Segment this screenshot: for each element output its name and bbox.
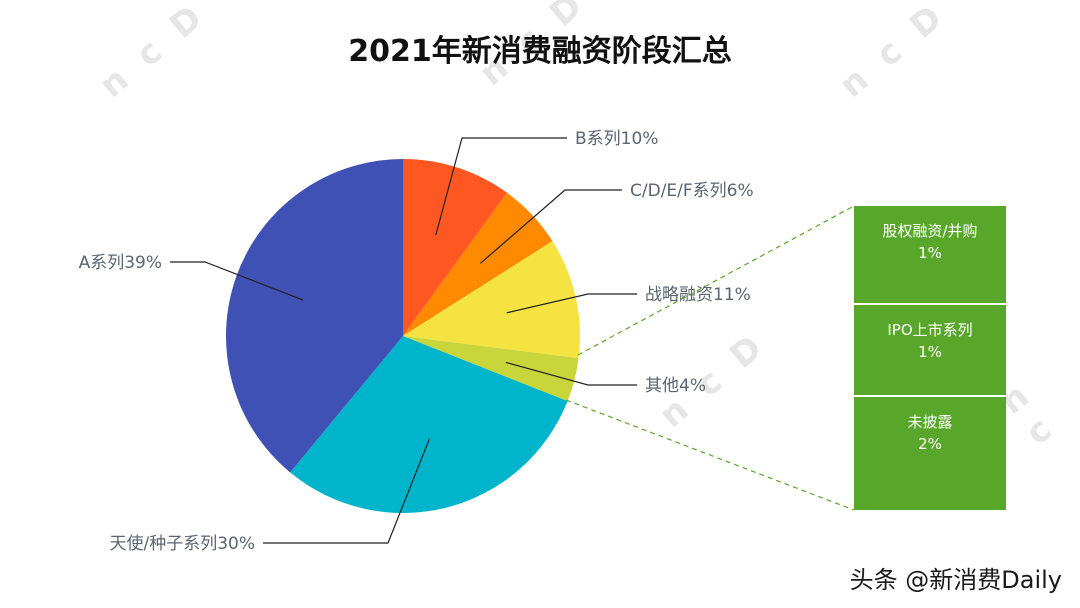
leader-line bbox=[435, 137, 567, 236]
breakdown-name: 股权融资/并购 bbox=[882, 222, 978, 240]
breakdown-percent: 2% bbox=[918, 435, 942, 454]
pie-slice bbox=[403, 241, 580, 359]
other-breakdown-panel: 股权融资/并购 1% IPO上市系列 1% 未披露 2% bbox=[854, 206, 1006, 510]
breakdown-percent: 1% bbox=[918, 342, 942, 361]
slice-label: 战略融资11% bbox=[645, 285, 751, 305]
breakdown-name: 未披露 bbox=[907, 413, 953, 432]
slice-label: C/D/E/F系列6% bbox=[630, 181, 754, 201]
pie-slice bbox=[290, 336, 568, 513]
pie-slice bbox=[403, 192, 553, 336]
breakdown-connector-bottom bbox=[565, 399, 855, 511]
breakdown-percent: 1% bbox=[918, 244, 942, 262]
leader-line bbox=[480, 189, 622, 264]
breakdown-row: 股权融资/并购 1% bbox=[854, 206, 1006, 305]
leader-line bbox=[170, 261, 304, 301]
breakdown-row: 未披露 2% bbox=[854, 397, 1006, 510]
slice-label: 天使/种子系列30% bbox=[109, 533, 255, 554]
leader-line bbox=[505, 361, 637, 386]
breakdown-name: IPO上市系列 bbox=[887, 320, 973, 339]
slice-label: A系列39% bbox=[79, 253, 162, 273]
slice-label: B系列10% bbox=[575, 129, 658, 149]
leader-line bbox=[506, 293, 637, 314]
leader-line bbox=[263, 438, 430, 544]
slice-label: 其他4% bbox=[645, 376, 706, 396]
source-watermark: 头条 @新消费Daily bbox=[849, 566, 1062, 594]
pie-slice bbox=[403, 159, 508, 336]
pie-slice bbox=[403, 336, 579, 402]
pie-slice bbox=[226, 159, 403, 473]
breakdown-connector-top bbox=[577, 205, 855, 356]
breakdown-row: IPO上市系列 1% bbox=[854, 305, 1006, 398]
chart-title: 2021年新消费融资阶段汇总 bbox=[348, 34, 732, 69]
